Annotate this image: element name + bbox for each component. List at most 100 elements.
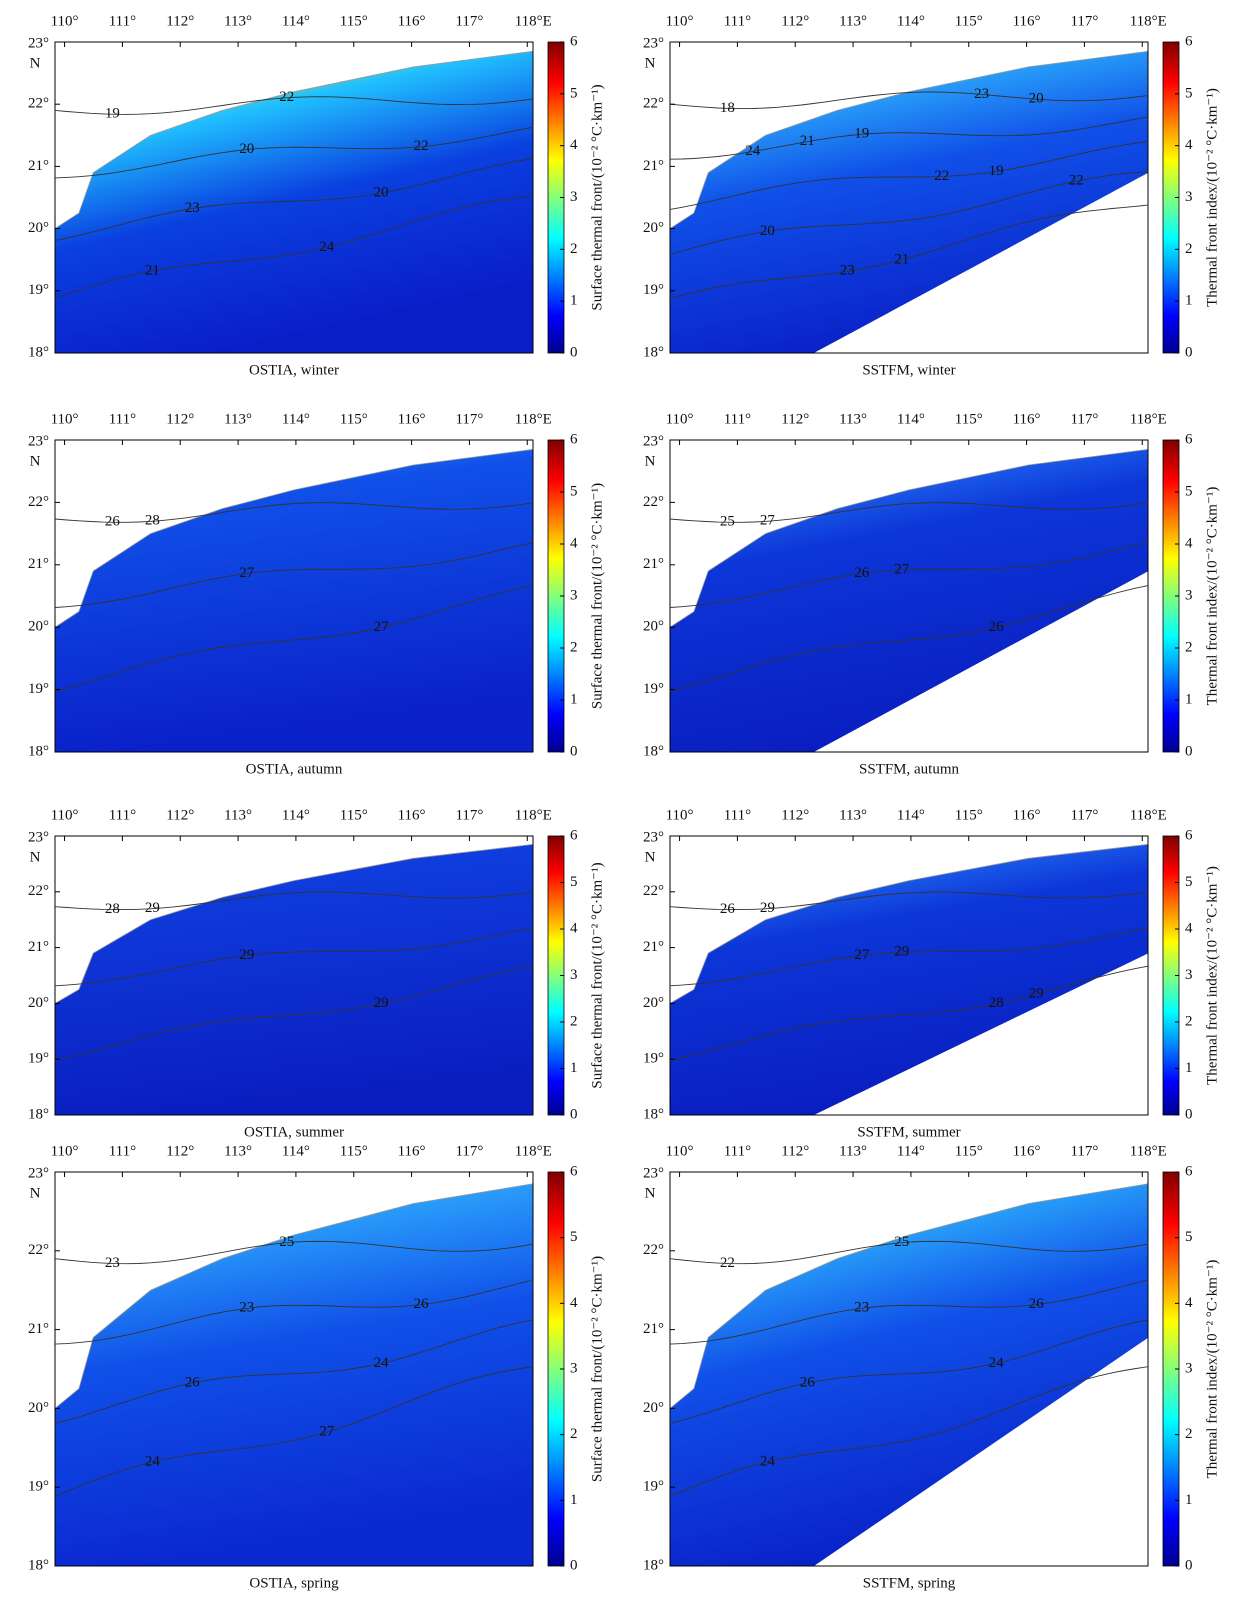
lat-tick-label: 23° [28, 829, 49, 845]
contour-label: 26 [720, 901, 736, 917]
colorbar-tick-label: 0 [570, 344, 578, 360]
lon-tick-label: 115° [955, 13, 983, 29]
contour-label: 25 [720, 514, 735, 530]
lon-tick-label: 118°E [515, 13, 552, 29]
colorbar-tick-label: 2 [570, 1013, 578, 1029]
colorbar-tick-label: 3 [1185, 587, 1193, 603]
lat-tick-label: 19° [643, 282, 664, 298]
contour-label: 28 [105, 901, 120, 917]
colorbar-tick-label: 5 [570, 85, 578, 101]
lon-tick-label: 113° [839, 1143, 867, 1159]
lat-tick-label: 20° [28, 1400, 49, 1416]
lat-tick-label: 22° [643, 883, 664, 899]
lon-tick-label: 110° [666, 411, 694, 427]
contour-label: 23 [239, 1300, 254, 1316]
panel-caption: SSTFM, autumn [859, 761, 960, 777]
lon-tick-label: 114° [897, 807, 925, 823]
contour-label: 22 [1069, 172, 1084, 188]
lon-tick-label: 114° [282, 807, 310, 823]
colorbar-tick-label: 4 [570, 1295, 578, 1311]
colorbar-tick-label: 0 [570, 743, 578, 759]
lat-hemisphere: N [645, 1185, 656, 1201]
contour-label: 29 [145, 900, 160, 916]
lon-tick-label: 118°E [515, 807, 552, 823]
colorbar-tick-label: 3 [570, 1360, 578, 1376]
lon-tick-label: 116° [398, 1143, 426, 1159]
colorbar-label: Thermal front index/(10⁻² °C·km⁻¹) [1204, 1260, 1220, 1479]
lon-tick-label: 113° [224, 1143, 252, 1159]
lat-tick-label: 19° [28, 681, 49, 697]
contour-label: 19 [105, 106, 120, 122]
lat-tick-label: 23° [28, 433, 49, 449]
contour-label: 23 [840, 263, 855, 279]
contour-line [54, 502, 534, 523]
lon-tick-label: 111° [109, 13, 136, 29]
contour-line [669, 171, 1149, 255]
colorbar-tick-label: 1 [570, 293, 578, 309]
no-data-area [813, 1337, 1149, 1567]
lon-tick-label: 110° [51, 13, 79, 29]
contour-label: 18 [720, 100, 735, 116]
contour-label: 27 [894, 561, 910, 577]
contour-label: 26 [414, 1296, 430, 1312]
contour-label: 27 [760, 513, 776, 529]
colorbar-tick-label: 3 [1185, 189, 1193, 205]
colorbar-tick-label: 5 [570, 874, 578, 890]
contour-label: 23 [105, 1255, 120, 1271]
contour-label: 26 [854, 565, 870, 581]
contour-label: 24 [145, 1453, 161, 1469]
contour-line [669, 91, 1149, 110]
colorbar-tick-label: 2 [1185, 241, 1193, 257]
lat-tick-label: 18° [28, 1557, 49, 1573]
lon-tick-label: 117° [455, 1143, 483, 1159]
contour-label: 21 [800, 133, 815, 149]
colorbar-tick-label: 4 [1185, 137, 1193, 153]
contour-line [669, 542, 1149, 608]
colorbar-label: Surface thermal front/(10⁻² °C·km⁻¹) [589, 1256, 605, 1482]
lon-tick-label: 116° [1013, 411, 1041, 427]
lon-tick-label: 118°E [515, 411, 552, 427]
lat-tick-label: 19° [28, 1051, 49, 1067]
map-frame [54, 835, 534, 1116]
lat-tick-label: 21° [28, 158, 49, 174]
contour-label: 26 [185, 1374, 201, 1390]
lon-tick-label: 112° [781, 13, 809, 29]
contour-label: 21 [894, 251, 909, 267]
lon-tick-label: 113° [839, 411, 867, 427]
lon-tick-label: 116° [398, 411, 426, 427]
contour-label: 29 [239, 947, 254, 963]
lon-tick-label: 110° [666, 807, 694, 823]
lon-tick-label: 114° [897, 1143, 925, 1159]
lon-tick-label: 111° [724, 807, 751, 823]
colorbar-tick-label: 5 [1185, 483, 1193, 499]
contour-label: 22 [934, 168, 949, 184]
lat-tick-label: 21° [643, 158, 664, 174]
contour-label: 27 [374, 619, 390, 635]
colorbar-tick-label: 3 [570, 587, 578, 603]
contour-line [669, 891, 1149, 911]
lon-tick-label: 112° [781, 807, 809, 823]
lat-tick-label: 19° [643, 1479, 664, 1495]
lon-tick-label: 115° [955, 411, 983, 427]
lat-tick-label: 22° [643, 96, 664, 112]
lon-tick-label: 116° [1013, 13, 1041, 29]
colorbar-tick-label: 1 [1185, 691, 1193, 707]
colorbar-tick-label: 4 [570, 920, 578, 936]
panel-caption: SSTFM, winter [862, 362, 955, 378]
panel-caption: OSTIA, winter [249, 362, 339, 378]
lat-tick-label: 20° [643, 1400, 664, 1416]
map-frame [54, 41, 534, 354]
lon-tick-label: 117° [1070, 807, 1098, 823]
lat-tick-label: 22° [643, 494, 664, 510]
colorbar-tick-label: 5 [1185, 85, 1193, 101]
lon-tick-label: 112° [781, 1143, 809, 1159]
no-data-area [813, 571, 1149, 753]
lon-tick-label: 115° [340, 411, 368, 427]
lat-hemisphere: N [30, 849, 41, 865]
lon-tick-label: 115° [340, 13, 368, 29]
contour-line [669, 116, 1149, 160]
colorbar-label: Surface thermal front/(10⁻² °C·km⁻¹) [589, 862, 605, 1088]
lon-tick-label: 111° [109, 411, 136, 427]
contour-label: 27 [854, 947, 870, 963]
colorbar-tick-label: 4 [570, 137, 578, 153]
